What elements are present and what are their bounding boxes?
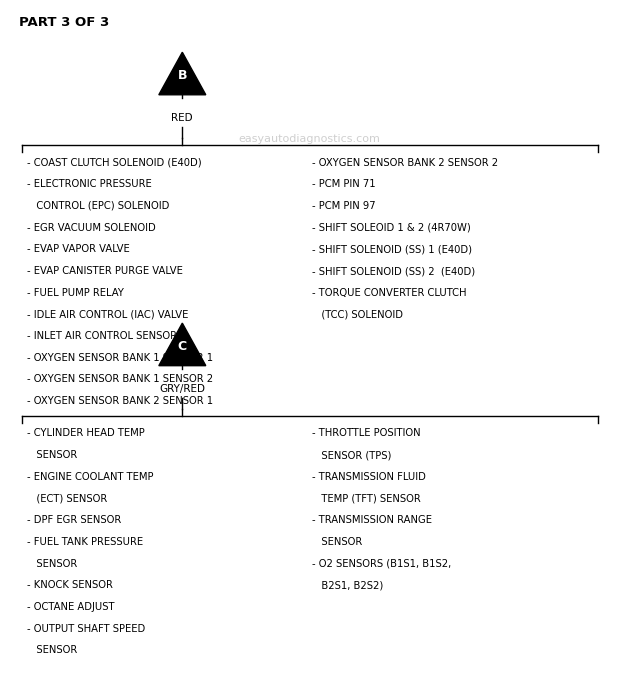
Text: - OCTANE ADJUST: - OCTANE ADJUST — [27, 602, 114, 612]
Text: RED: RED — [172, 113, 193, 123]
Text: - IDLE AIR CONTROL (IAC) VALVE: - IDLE AIR CONTROL (IAC) VALVE — [27, 309, 188, 319]
Text: CONTROL (EPC) SOLENOID: CONTROL (EPC) SOLENOID — [27, 201, 169, 211]
Text: TEMP (TFT) SENSOR: TEMP (TFT) SENSOR — [312, 494, 421, 503]
Text: - TORQUE CONVERTER CLUTCH: - TORQUE CONVERTER CLUTCH — [312, 288, 467, 298]
Polygon shape — [159, 52, 206, 94]
Text: - OXYGEN SENSOR BANK 2 SENSOR 2: - OXYGEN SENSOR BANK 2 SENSOR 2 — [312, 158, 498, 167]
Text: - OXYGEN SENSOR BANK 1 SENSOR 2: - OXYGEN SENSOR BANK 1 SENSOR 2 — [27, 374, 213, 384]
Text: - TRANSMISSION FLUID: - TRANSMISSION FLUID — [312, 472, 426, 482]
Text: - TRANSMISSION RANGE: - TRANSMISSION RANGE — [312, 515, 432, 525]
Text: - PCM PIN 97: - PCM PIN 97 — [312, 201, 376, 211]
Text: - OXYGEN SENSOR BANK 1 SENSOR 1: - OXYGEN SENSOR BANK 1 SENSOR 1 — [27, 353, 213, 363]
Text: PART 3 OF 3: PART 3 OF 3 — [19, 16, 109, 29]
Text: - SHIFT SOLENOID (SS) 2  (E40D): - SHIFT SOLENOID (SS) 2 (E40D) — [312, 266, 475, 276]
Text: easyautodiagnostics.com: easyautodiagnostics.com — [238, 134, 380, 143]
Text: - INLET AIR CONTROL SENSOR: - INLET AIR CONTROL SENSOR — [27, 331, 177, 341]
Text: - EVAP VAPOR VALVE: - EVAP VAPOR VALVE — [27, 244, 129, 254]
Text: - ENGINE COOLANT TEMP: - ENGINE COOLANT TEMP — [27, 472, 153, 482]
Text: SENSOR: SENSOR — [27, 645, 77, 655]
Polygon shape — [159, 323, 206, 365]
Text: B2S1, B2S2): B2S1, B2S2) — [312, 580, 383, 590]
Text: - EGR VACUUM SOLENOID: - EGR VACUUM SOLENOID — [27, 223, 155, 232]
Text: - SHIFT SOLENOID (SS) 1 (E40D): - SHIFT SOLENOID (SS) 1 (E40D) — [312, 244, 472, 254]
Text: - O2 SENSORS (B1S1, B1S2,: - O2 SENSORS (B1S1, B1S2, — [312, 559, 451, 568]
Text: - THROTTLE POSITION: - THROTTLE POSITION — [312, 428, 421, 438]
Text: SENSOR: SENSOR — [27, 450, 77, 460]
Text: - PCM PIN 71: - PCM PIN 71 — [312, 179, 376, 189]
Text: - KNOCK SENSOR: - KNOCK SENSOR — [27, 580, 112, 590]
Text: (TCC) SOLENOID: (TCC) SOLENOID — [312, 309, 403, 319]
Text: C: C — [178, 340, 187, 353]
Text: (ECT) SENSOR: (ECT) SENSOR — [27, 494, 107, 503]
Text: SENSOR (TPS): SENSOR (TPS) — [312, 450, 391, 460]
Text: - COAST CLUTCH SOLENOID (E40D): - COAST CLUTCH SOLENOID (E40D) — [27, 158, 201, 167]
Text: - OUTPUT SHAFT SPEED: - OUTPUT SHAFT SPEED — [27, 624, 145, 634]
Text: - EVAP CANISTER PURGE VALVE: - EVAP CANISTER PURGE VALVE — [27, 266, 182, 276]
Text: - OXYGEN SENSOR BANK 2 SENSOR 1: - OXYGEN SENSOR BANK 2 SENSOR 1 — [27, 396, 213, 406]
Text: GRY/RED: GRY/RED — [159, 384, 205, 394]
Text: - FUEL TANK PRESSURE: - FUEL TANK PRESSURE — [27, 537, 143, 547]
Text: - DPF EGR SENSOR: - DPF EGR SENSOR — [27, 515, 121, 525]
Text: - FUEL PUMP RELAY: - FUEL PUMP RELAY — [27, 288, 124, 298]
Text: - CYLINDER HEAD TEMP: - CYLINDER HEAD TEMP — [27, 428, 145, 438]
Text: - ELECTRONIC PRESSURE: - ELECTRONIC PRESSURE — [27, 179, 151, 189]
Text: - SHIFT SOLEOID 1 & 2 (4R70W): - SHIFT SOLEOID 1 & 2 (4R70W) — [312, 223, 471, 232]
Text: SENSOR: SENSOR — [312, 537, 362, 547]
Text: SENSOR: SENSOR — [27, 559, 77, 568]
Text: B: B — [177, 69, 187, 82]
